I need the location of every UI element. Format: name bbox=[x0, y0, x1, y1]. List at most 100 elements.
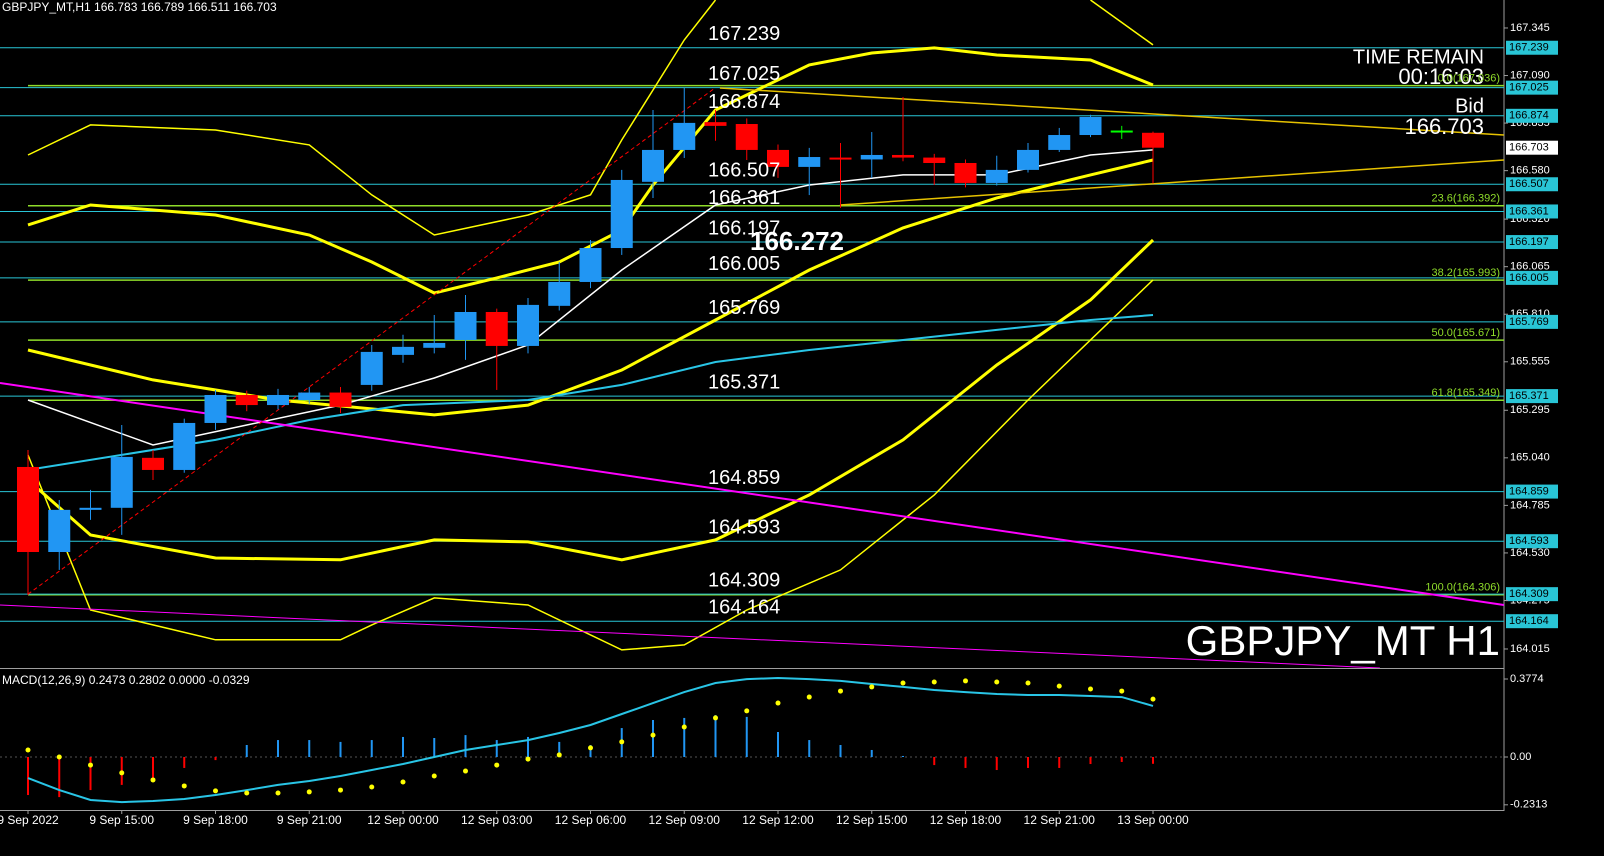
signal-dot bbox=[56, 754, 62, 760]
signal-dot bbox=[650, 732, 656, 738]
candle-body bbox=[610, 179, 633, 249]
candle-body bbox=[735, 124, 758, 150]
candle-body bbox=[454, 311, 477, 340]
signal-dot bbox=[869, 684, 875, 690]
level-price-box bbox=[1506, 484, 1558, 499]
x-tick-label: 9 Sep 15:00 bbox=[89, 813, 154, 827]
signal-dot bbox=[806, 694, 812, 700]
signal-dot bbox=[838, 688, 843, 694]
signal-dot bbox=[681, 724, 687, 730]
symbol-label: GBPJPY_MT H1 bbox=[1186, 617, 1500, 664]
level-price-box bbox=[1506, 270, 1558, 285]
level-label: 164.164 bbox=[708, 596, 780, 618]
level-price-text: 165.769 bbox=[1509, 316, 1549, 328]
y-tick-label: 166.065 bbox=[1510, 261, 1550, 273]
level-price-text: 164.309 bbox=[1509, 588, 1549, 600]
y-tick-label: 167.090 bbox=[1510, 69, 1550, 81]
signal-dot bbox=[1119, 688, 1125, 694]
fib-label: 100.0(164.306) bbox=[1425, 582, 1500, 594]
level-price-box bbox=[1506, 108, 1558, 123]
level-price-box bbox=[1506, 40, 1558, 55]
signal-dot bbox=[213, 788, 218, 794]
x-tick-label: 9 Sep 2022 bbox=[0, 813, 59, 827]
candle-body bbox=[892, 154, 914, 158]
level-label: 166.507 bbox=[708, 160, 780, 182]
indicator-line bbox=[27, 238, 1155, 562]
y-tick-label: 164.530 bbox=[1510, 547, 1550, 559]
signal-dot bbox=[931, 679, 937, 685]
y-tick-label: 165.040 bbox=[1510, 452, 1550, 464]
candle-body bbox=[673, 122, 696, 150]
candle-body bbox=[1142, 132, 1164, 148]
signal-dot bbox=[150, 777, 156, 783]
candle-body bbox=[360, 351, 383, 385]
signal-dot bbox=[275, 790, 281, 796]
signal-dot bbox=[244, 790, 250, 796]
candle-body bbox=[704, 122, 727, 126]
y-tick-label: 164.015 bbox=[1510, 643, 1550, 655]
macd-line bbox=[27, 676, 1154, 804]
level-label: 164.593 bbox=[708, 516, 780, 538]
candle-body bbox=[548, 281, 571, 306]
y-tick-label: 0.00 bbox=[1510, 751, 1531, 763]
signal-dot bbox=[431, 773, 437, 779]
level-price-box bbox=[1506, 314, 1558, 329]
signal-dot bbox=[25, 747, 31, 753]
y-tick-label: 165.295 bbox=[1510, 404, 1550, 416]
y-tick-label: 167.345 bbox=[1510, 22, 1550, 34]
signal-dot bbox=[338, 787, 343, 793]
signal-dot bbox=[1056, 683, 1062, 689]
level-label: 165.769 bbox=[708, 297, 780, 319]
level-price-box bbox=[1506, 80, 1558, 95]
level-price-box bbox=[1506, 614, 1558, 629]
level-label: 167.239 bbox=[708, 23, 780, 45]
candle-body bbox=[1017, 149, 1039, 170]
signal-dot bbox=[306, 789, 312, 795]
candle-body bbox=[173, 422, 196, 470]
level-price-text: 166.507 bbox=[1509, 178, 1549, 190]
indicator-line bbox=[0, 604, 1380, 668]
signal-dot bbox=[181, 783, 187, 789]
indicator-line bbox=[0, 382, 1504, 606]
x-tick-label: 12 Sep 09:00 bbox=[649, 813, 721, 827]
indicator-line bbox=[1090, 0, 1154, 46]
x-tick-label: 12 Sep 21:00 bbox=[1024, 813, 1096, 827]
candle-body bbox=[485, 311, 508, 346]
level-label: 164.309 bbox=[708, 569, 780, 591]
annotation: 166.272 bbox=[750, 226, 844, 256]
level-label: 167.025 bbox=[708, 63, 780, 85]
chart-header: GBPJPY_MT,H1 166.783 166.789 166.511 166… bbox=[2, 0, 277, 14]
candle-body bbox=[79, 507, 102, 510]
level-price-box bbox=[1506, 587, 1558, 602]
level-price-box bbox=[1506, 204, 1558, 219]
signal-dot bbox=[619, 739, 625, 745]
candle-body bbox=[329, 392, 352, 407]
level-label: 166.197 bbox=[708, 217, 780, 239]
signal-dot bbox=[900, 680, 906, 686]
price-panel bbox=[0, 0, 1504, 668]
bid-label: Bid bbox=[1455, 95, 1484, 117]
signal-dot bbox=[556, 752, 562, 758]
indicator-line bbox=[27, 314, 1154, 471]
candle-body bbox=[579, 248, 602, 282]
bid-price-text: 166.703 bbox=[1509, 142, 1549, 154]
indicator-line bbox=[719, 87, 1504, 136]
y-tick-label: -0.2313 bbox=[1510, 799, 1547, 811]
bid-value: 166.703 bbox=[1404, 114, 1484, 139]
x-tick-label: 12 Sep 15:00 bbox=[836, 813, 908, 827]
level-price-box bbox=[1506, 235, 1558, 250]
bid-price-box bbox=[1506, 140, 1558, 155]
y-tick-label: 0.3774 bbox=[1510, 673, 1544, 685]
candle-body bbox=[954, 162, 977, 183]
signal-dot bbox=[400, 779, 406, 785]
fib-label: 0.0(167.036) bbox=[1438, 73, 1500, 85]
level-price-box bbox=[1506, 534, 1558, 549]
signal-dot bbox=[744, 708, 750, 714]
fib-label: 23.6(166.392) bbox=[1432, 193, 1501, 205]
candle-body bbox=[17, 466, 39, 553]
level-label: 165.371 bbox=[708, 371, 780, 393]
candle-body bbox=[1048, 135, 1071, 150]
